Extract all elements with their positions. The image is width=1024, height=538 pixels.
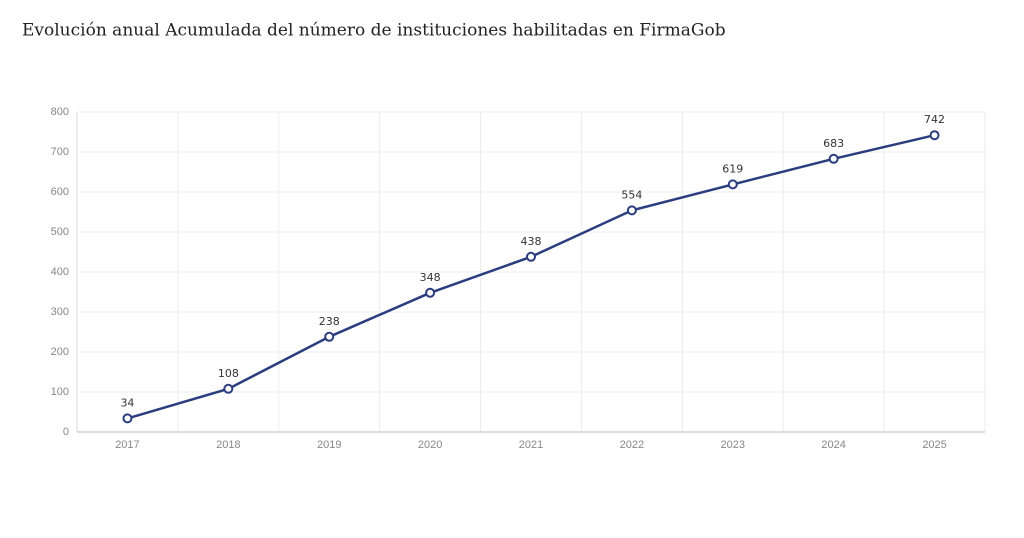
value-label: 742 bbox=[924, 113, 945, 126]
y-tick-label: 0 bbox=[63, 426, 69, 438]
x-tick-label: 2018 bbox=[216, 439, 240, 451]
value-label: 348 bbox=[420, 271, 441, 284]
point bbox=[223, 383, 234, 394]
chart-title: Evolución anual Acumulada del número de … bbox=[22, 21, 726, 41]
y-tick-label: 700 bbox=[51, 146, 69, 158]
value-label: 34 bbox=[120, 396, 134, 409]
y-tick-label: 200 bbox=[51, 346, 69, 358]
point bbox=[727, 179, 738, 190]
value-label: 683 bbox=[823, 137, 844, 150]
x-tick-label: 2020 bbox=[418, 439, 442, 451]
x-tick-label: 2022 bbox=[620, 439, 644, 451]
line bbox=[127, 133, 935, 420]
point bbox=[526, 251, 536, 262]
value-label: 619 bbox=[722, 162, 743, 175]
x-tick-label: 2019 bbox=[317, 439, 341, 451]
point bbox=[122, 413, 133, 424]
point bbox=[425, 287, 436, 298]
y-tick-label: 300 bbox=[51, 306, 69, 318]
x-tick-label: 2023 bbox=[721, 439, 745, 451]
point bbox=[828, 153, 839, 164]
point bbox=[626, 205, 637, 216]
x-tick-label: 2017 bbox=[115, 439, 139, 451]
point bbox=[324, 331, 335, 342]
y-tick-label: 600 bbox=[51, 186, 69, 198]
y-tick-label: 100 bbox=[51, 386, 69, 398]
value-label: 554 bbox=[621, 188, 642, 201]
value-label: 438 bbox=[521, 235, 542, 248]
y-tick-label: 500 bbox=[51, 226, 69, 238]
x-tick-label: 2025 bbox=[922, 439, 946, 451]
x-tick-label: 2021 bbox=[519, 439, 543, 451]
point bbox=[929, 130, 940, 141]
value-label: 238 bbox=[319, 315, 340, 328]
y-tick-label: 800 bbox=[51, 106, 69, 118]
y-tick-label: 400 bbox=[51, 266, 69, 278]
x-tick-label: 2024 bbox=[821, 439, 845, 451]
value-label: 108 bbox=[218, 367, 239, 380]
